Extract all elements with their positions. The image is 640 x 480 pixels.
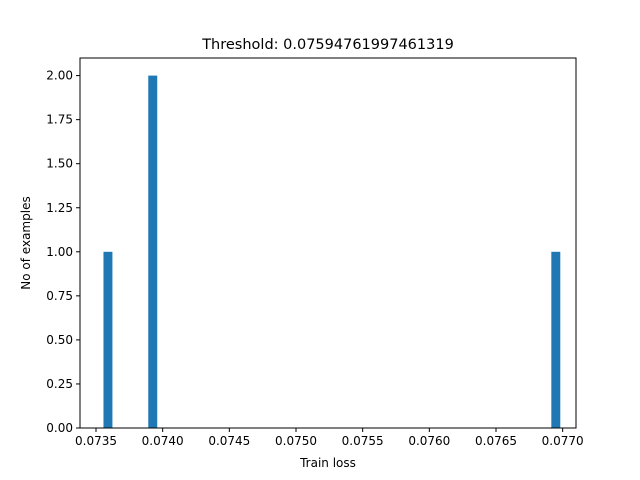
x-axis-ticks: 0.0735 0.0740 0.0745 0.0750 0.0755 0.0760 0.07… (75, 428, 584, 448)
x-tick-label: 0.0770 (542, 434, 584, 448)
histogram-bar-1 (103, 251, 113, 428)
x-tick-label: 0.0765 (475, 434, 517, 448)
chart-title: Threshold: 0.07594761997461319 (201, 37, 454, 53)
x-tick-label: 0.0735 (75, 434, 117, 448)
plot-frame (79, 57, 577, 429)
y-tick-label: 0.25 (46, 377, 73, 391)
x-tick-label: 0.0745 (208, 434, 250, 448)
y-axis-label: No of examples (19, 196, 33, 289)
x-tick-label: 0.0755 (342, 434, 384, 448)
y-tick-label: 0.00 (46, 421, 73, 435)
histogram-bar-3 (551, 251, 561, 428)
bars-layer (103, 75, 561, 428)
y-axis-ticks: 0.00 0.25 0.50 0.75 1.00 1.25 1.50 1.75 2.00 (46, 69, 80, 435)
histogram-bar-2 (148, 75, 158, 428)
y-tick-label: 1.00 (46, 245, 73, 259)
x-axis-label: Train loss (299, 456, 356, 470)
y-tick-label: 2.00 (46, 69, 73, 83)
y-tick-label: 1.75 (46, 113, 73, 127)
x-tick-label: 0.0750 (275, 434, 317, 448)
x-tick-label: 0.0740 (142, 434, 184, 448)
y-tick-label: 1.50 (46, 157, 73, 171)
y-tick-label: 0.50 (46, 333, 73, 347)
x-tick-label: 0.0760 (408, 434, 450, 448)
y-tick-label: 0.75 (46, 289, 73, 303)
y-tick-label: 1.25 (46, 201, 73, 215)
